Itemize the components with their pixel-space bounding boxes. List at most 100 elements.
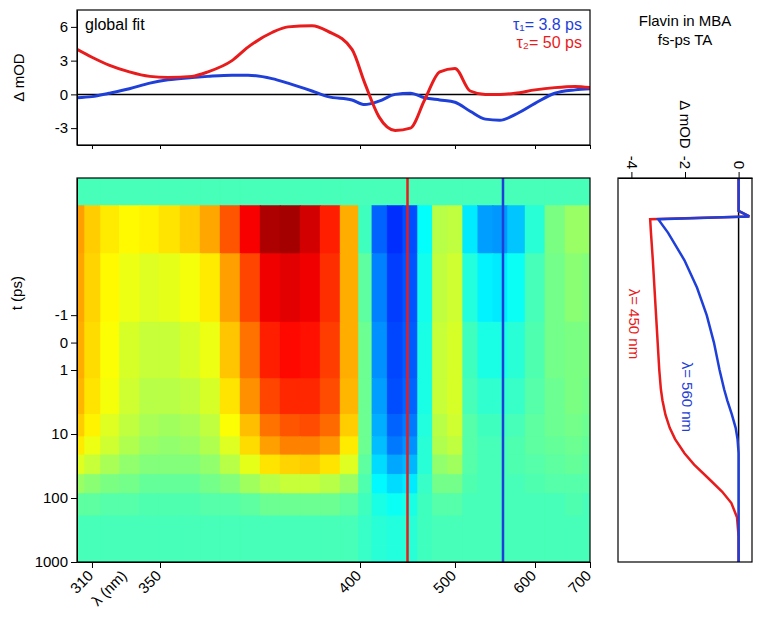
- tick: 1: [60, 361, 77, 378]
- cell: [478, 493, 493, 516]
- cell: [159, 322, 181, 379]
- cell: [432, 437, 448, 456]
- cell: [525, 178, 546, 206]
- cell: [403, 414, 418, 437]
- cell: [100, 437, 119, 456]
- cell: [565, 378, 583, 414]
- tick-label: 1: [60, 361, 68, 378]
- cell: [387, 545, 403, 562]
- series-group: [650, 178, 749, 562]
- cell: [358, 178, 372, 206]
- tick: [92, 145, 93, 149]
- cell: [119, 414, 140, 437]
- tick: -3: [55, 119, 77, 136]
- cell: [403, 545, 418, 562]
- cell: [387, 205, 403, 254]
- series-line: [77, 26, 590, 131]
- tick-mark: [455, 145, 456, 149]
- cell: [100, 455, 119, 475]
- tick-label: 100: [43, 489, 68, 506]
- tick-mark: [71, 27, 77, 28]
- cell: [100, 322, 119, 379]
- cell: [320, 437, 341, 456]
- cell: [358, 378, 372, 414]
- cell: [180, 455, 201, 475]
- cell: [340, 437, 359, 456]
- cell: [583, 414, 590, 437]
- cell: [478, 545, 493, 562]
- figure: -3036global fitτ₁= 3.8 psτ₂= 50 psΔ mOD-…: [0, 0, 782, 624]
- tick-mark: [71, 128, 77, 129]
- cell: [507, 493, 525, 516]
- axis-line: [78, 562, 591, 563]
- cell: [200, 378, 221, 414]
- cell: [478, 474, 493, 494]
- cell: [84, 493, 101, 516]
- cell: [507, 322, 525, 379]
- cell: [565, 205, 583, 254]
- cell: [583, 253, 590, 322]
- series-line: [77, 75, 590, 120]
- cell: [432, 178, 448, 206]
- cell: [100, 253, 119, 322]
- tick-label: 350: [135, 567, 165, 597]
- cell: [545, 437, 566, 456]
- cell: [84, 322, 101, 379]
- cell: [84, 378, 101, 414]
- cell: [300, 378, 321, 414]
- cell: [358, 414, 372, 437]
- cell: [447, 474, 463, 494]
- cell: [340, 516, 359, 546]
- cell: [583, 378, 590, 414]
- cell: [493, 493, 508, 516]
- cell: [100, 545, 119, 562]
- cell: [545, 414, 566, 437]
- tick: 3: [60, 52, 77, 69]
- cell: [260, 378, 281, 414]
- series-label: λ= 450 nm: [626, 289, 643, 359]
- cell: [545, 322, 566, 379]
- heatmap-panel: -101101001000310350400500600700λ (nm)t (…: [8, 178, 594, 609]
- tick: 6: [60, 18, 77, 35]
- cell: [140, 178, 160, 206]
- tick-mark: [590, 145, 591, 149]
- tick: [160, 145, 161, 149]
- cell: [159, 253, 181, 322]
- cell: [507, 178, 525, 206]
- cell: [159, 205, 181, 254]
- tick-mark: [71, 343, 77, 344]
- cell: [372, 493, 388, 516]
- cell: [583, 474, 590, 494]
- cell: [340, 455, 359, 475]
- cell: [417, 474, 432, 494]
- cell: [180, 545, 201, 562]
- tick: 0: [60, 334, 77, 351]
- tick-mark: [360, 145, 361, 149]
- cell: [545, 455, 566, 475]
- cell: [220, 205, 241, 254]
- axis: -101101001000: [35, 179, 78, 571]
- cell: [417, 545, 432, 562]
- cell: [565, 455, 583, 475]
- cell: [525, 516, 546, 546]
- cell: [300, 545, 321, 562]
- cell: [159, 493, 181, 516]
- cell: [220, 378, 241, 414]
- cell: [358, 493, 372, 516]
- cell: [478, 378, 493, 414]
- cell: [525, 378, 546, 414]
- cell: [200, 414, 221, 437]
- cell: [84, 516, 101, 546]
- cell: [340, 414, 359, 437]
- cut-line: [406, 178, 409, 562]
- cell: [84, 253, 101, 322]
- tick-mark: [92, 145, 93, 149]
- cell: [159, 516, 181, 546]
- cell: [545, 493, 566, 516]
- cell: [525, 493, 546, 516]
- cell: [220, 455, 241, 475]
- cell: [525, 414, 546, 437]
- cell: [478, 205, 493, 254]
- cell: [84, 414, 101, 437]
- cell: [240, 253, 261, 322]
